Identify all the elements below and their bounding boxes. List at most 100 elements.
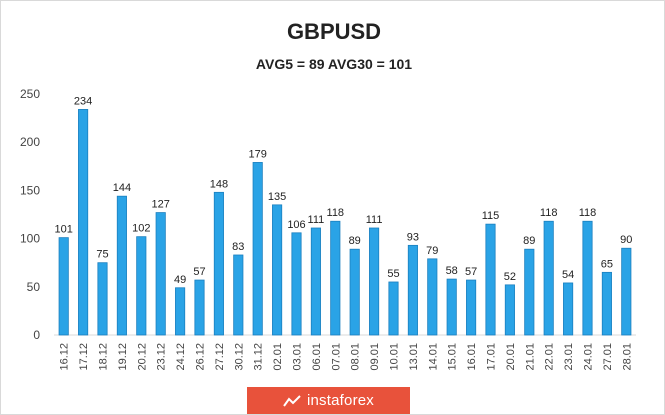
data-label: 101 bbox=[55, 224, 73, 236]
instaforex-watermark: instaforex bbox=[247, 387, 410, 414]
bar bbox=[388, 281, 399, 336]
x-tick-label: 23.12 bbox=[156, 343, 168, 371]
data-label: 111 bbox=[308, 214, 325, 226]
bar bbox=[466, 279, 477, 336]
y-axis: 0 50 100 150 200 250 bbox=[20, 87, 636, 342]
bar bbox=[136, 236, 147, 336]
x-tick-label: 27.12 bbox=[214, 343, 226, 371]
data-label: 111 bbox=[366, 214, 383, 226]
bar bbox=[407, 244, 418, 336]
data-label: 127 bbox=[152, 199, 170, 211]
bar bbox=[58, 237, 69, 336]
x-tick-label: 14.01 bbox=[427, 343, 439, 371]
x-tick-label: 21.01 bbox=[524, 343, 536, 371]
bar bbox=[213, 191, 224, 336]
x-tick-label: 03.01 bbox=[292, 343, 304, 371]
bar bbox=[155, 212, 166, 336]
watermark-text: instaforex bbox=[306, 392, 375, 409]
y-tick-label: 200 bbox=[20, 135, 40, 149]
chart-title: GBPUSD bbox=[287, 19, 381, 44]
bar bbox=[543, 220, 554, 336]
bar bbox=[369, 227, 380, 336]
chart-subtitle: AVG5 = 89 AVG30 = 101 bbox=[256, 56, 412, 72]
data-label: 144 bbox=[113, 182, 131, 194]
y-tick-label: 150 bbox=[20, 183, 40, 197]
data-label: 118 bbox=[540, 207, 558, 219]
x-tick-label: 20.12 bbox=[136, 343, 148, 371]
bar bbox=[446, 278, 457, 336]
bar bbox=[349, 248, 360, 336]
x-tick-label: 24.01 bbox=[583, 343, 595, 371]
x-tick-label: 13.01 bbox=[408, 343, 420, 371]
x-tick-label: 22.01 bbox=[544, 343, 556, 371]
data-label: 79 bbox=[426, 245, 438, 257]
bar bbox=[330, 220, 341, 336]
data-label: 57 bbox=[465, 266, 477, 278]
x-tick-label: 09.01 bbox=[369, 343, 381, 371]
data-label: 118 bbox=[327, 207, 345, 219]
data-label: 65 bbox=[601, 258, 613, 270]
bar bbox=[97, 262, 108, 336]
bar bbox=[563, 282, 574, 336]
data-label: 89 bbox=[349, 235, 361, 247]
bar bbox=[175, 287, 186, 336]
data-label: 179 bbox=[249, 148, 267, 160]
bar bbox=[272, 204, 283, 336]
bar bbox=[524, 248, 535, 336]
data-label: 115 bbox=[482, 210, 500, 222]
bar bbox=[252, 162, 263, 336]
data-label: 83 bbox=[232, 241, 244, 253]
y-tick-label: 50 bbox=[27, 280, 41, 294]
bar bbox=[310, 227, 321, 336]
data-label: 118 bbox=[579, 207, 597, 219]
x-tick-label: 30.12 bbox=[233, 343, 245, 371]
x-tick-label: 16.01 bbox=[466, 343, 478, 371]
x-tick-label: 02.01 bbox=[272, 343, 284, 371]
data-label: 148 bbox=[210, 178, 228, 190]
x-tick-label: 16.12 bbox=[59, 343, 71, 371]
data-label: 75 bbox=[96, 249, 108, 261]
data-label: 52 bbox=[504, 271, 516, 283]
bar bbox=[504, 284, 515, 336]
y-tick-label: 100 bbox=[20, 232, 40, 246]
x-tick-label: 26.12 bbox=[195, 343, 207, 371]
bar-series bbox=[58, 109, 632, 336]
bar bbox=[427, 258, 438, 336]
x-tick-label: 27.01 bbox=[602, 343, 614, 371]
data-label: 234 bbox=[74, 95, 92, 107]
x-tick-label: 23.01 bbox=[563, 343, 575, 371]
bar bbox=[291, 232, 302, 336]
data-label: 93 bbox=[407, 231, 419, 243]
data-label: 135 bbox=[268, 191, 286, 203]
bar bbox=[233, 254, 244, 336]
x-tick-label: 24.12 bbox=[175, 343, 187, 371]
x-tick-label: 20.01 bbox=[505, 343, 517, 371]
x-tick-label: 28.01 bbox=[621, 343, 633, 371]
y-tick-label: 250 bbox=[20, 87, 40, 101]
x-tick-label: 10.01 bbox=[389, 343, 401, 371]
bar bbox=[485, 223, 496, 336]
x-tick-label: 19.12 bbox=[117, 343, 129, 371]
data-label: 55 bbox=[387, 268, 399, 280]
bar bbox=[621, 247, 632, 336]
data-label: 106 bbox=[287, 219, 305, 231]
data-label: 57 bbox=[193, 266, 205, 278]
data-label: 89 bbox=[523, 235, 535, 247]
x-axis: 16.12 17.12 18.12 19.12 20.12 23.12 24.12 26.12… bbox=[59, 343, 634, 371]
bar bbox=[601, 271, 612, 336]
x-tick-label: 08.01 bbox=[350, 343, 362, 371]
x-tick-label: 06.01 bbox=[311, 343, 323, 371]
data-label: 90 bbox=[620, 234, 632, 246]
x-tick-label: 15.01 bbox=[447, 343, 459, 371]
instaforex-logo-icon bbox=[283, 394, 301, 407]
data-label: 58 bbox=[446, 265, 458, 277]
bar bbox=[116, 195, 127, 336]
x-tick-label: 17.01 bbox=[486, 343, 498, 371]
x-tick-label: 31.12 bbox=[253, 343, 265, 371]
bar bbox=[582, 220, 593, 336]
x-tick-label: 07.01 bbox=[330, 343, 342, 371]
data-label: 54 bbox=[562, 269, 574, 281]
